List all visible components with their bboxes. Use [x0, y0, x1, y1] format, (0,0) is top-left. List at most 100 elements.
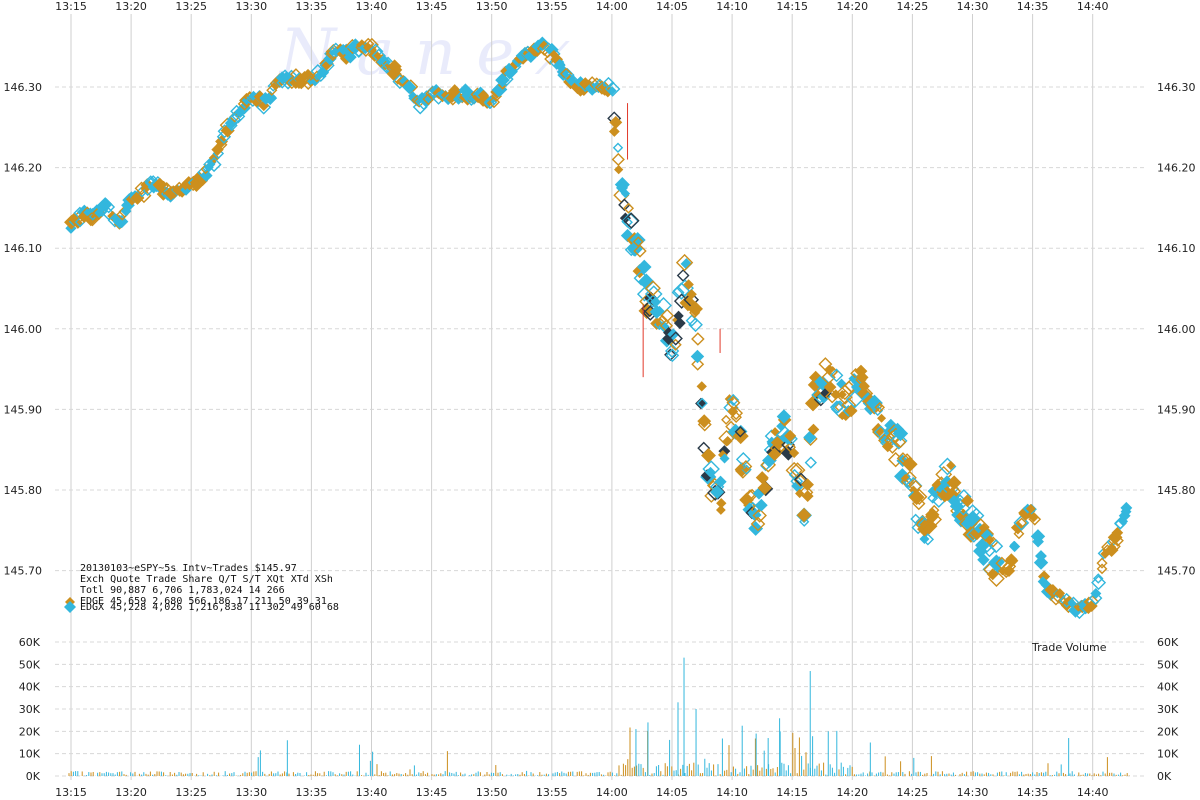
price-marker — [675, 253, 694, 272]
price-marker — [264, 91, 277, 103]
price-marker — [364, 37, 379, 52]
price-tick-label-right: 145.90 — [1157, 403, 1196, 416]
price-marker — [796, 507, 812, 523]
x-tick-label-bottom: 14:30 — [957, 786, 989, 799]
volume-tick-label-left: 20K — [19, 725, 41, 738]
price-marker — [697, 414, 712, 429]
price-marker — [1096, 557, 1108, 569]
price-marker — [387, 59, 402, 74]
price-markers-layer — [64, 36, 1133, 620]
price-marker — [686, 289, 697, 300]
price-marker — [1091, 575, 1107, 591]
price-marker — [665, 348, 680, 363]
price-marker — [718, 429, 735, 447]
x-tick-label-top: 14:30 — [957, 0, 989, 13]
price-marker — [1032, 535, 1044, 548]
x-tick-label-bottom: 13:35 — [296, 786, 328, 799]
stats-row-edgx: EDGX 45,228 4,026 1,216,838 11 302 49 60… — [80, 602, 339, 613]
x-tick-label-top: 14:00 — [596, 0, 628, 13]
price-marker — [799, 516, 810, 527]
price-marker — [620, 188, 631, 199]
price-marker — [627, 240, 643, 257]
x-tick-label-bottom: 13:55 — [536, 786, 568, 799]
price-marker — [912, 496, 926, 511]
price-marker — [637, 259, 652, 275]
price-marker — [673, 310, 684, 321]
price-marker — [607, 86, 617, 96]
price-tick-label-right: 145.70 — [1157, 565, 1196, 578]
price-marker — [1035, 550, 1047, 562]
price-marker — [623, 212, 640, 229]
price-tick-label-right: 146.30 — [1157, 81, 1196, 94]
volume-tick-label-right: 0K — [1157, 770, 1172, 783]
price-marker — [804, 456, 817, 469]
price-marker — [691, 357, 705, 371]
price-marker — [1013, 528, 1025, 540]
price-marker — [790, 474, 804, 488]
price-marker — [837, 389, 853, 405]
price-marker — [696, 397, 708, 409]
price-marker — [136, 188, 152, 204]
price-marker — [158, 180, 169, 192]
grid-layer — [55, 14, 1145, 780]
price-marker — [633, 244, 647, 258]
x-tick-label-top: 13:55 — [536, 0, 568, 13]
price-tick-label-right: 146.00 — [1157, 323, 1196, 336]
price-marker — [739, 460, 753, 473]
price-marker — [622, 202, 635, 214]
x-tick-label-top: 13:40 — [356, 0, 388, 13]
x-tick-label-top: 14:35 — [1017, 0, 1049, 13]
price-marker — [926, 511, 942, 528]
x-tick-label-bottom: 14:20 — [836, 786, 868, 799]
price-marker — [672, 282, 691, 300]
price-marker — [557, 69, 570, 82]
price-marker — [727, 393, 740, 406]
price-marker — [988, 570, 1005, 588]
price-tick-label-right: 145.80 — [1157, 484, 1196, 497]
volume-tick-label-left: 10K — [19, 748, 41, 761]
price-tick-label-right: 146.20 — [1157, 162, 1196, 175]
price-marker — [701, 448, 716, 464]
volume-tick-label-left: 30K — [19, 703, 41, 716]
x-tick-label-bottom: 14:05 — [656, 786, 688, 799]
price-marker — [872, 425, 885, 439]
price-marker — [612, 142, 624, 153]
x-tick-label-top: 14:15 — [776, 0, 808, 13]
stats-table: 20130103~eSPY~5s Intv~Trades $145.97 Exc… — [64, 563, 339, 613]
price-marker — [919, 534, 930, 544]
price-marker — [1093, 573, 1104, 584]
price-marker — [845, 390, 864, 409]
price-marker — [1025, 503, 1036, 514]
price-marker — [691, 332, 705, 346]
price-marker — [928, 504, 940, 516]
price-marker — [1111, 526, 1124, 539]
volume-tick-label-left: 60K — [19, 636, 41, 649]
price-marker — [206, 157, 222, 173]
axis-labels-layer: 13:15 13:15 13:20 13:20 13:25 13:25 13:30 13:30… — [4, 0, 1196, 799]
price-marker — [770, 427, 780, 437]
price-marker — [892, 425, 909, 442]
price-marker — [793, 474, 807, 488]
price-marker — [874, 402, 886, 413]
volume-tick-label-right: 50K — [1157, 658, 1179, 671]
price-marker — [1085, 594, 1100, 609]
price-marker — [1054, 588, 1066, 599]
price-marker — [1120, 506, 1132, 518]
price-tick-label-left: 146.00 — [4, 323, 43, 336]
price-marker — [688, 317, 703, 333]
volume-tick-label-right: 20K — [1157, 725, 1179, 738]
x-tick-label-top: 14:20 — [836, 0, 868, 13]
price-marker — [721, 414, 732, 425]
price-marker — [961, 494, 974, 508]
price-marker — [1096, 563, 1108, 575]
x-tick-label-top: 13:25 — [175, 0, 207, 13]
price-marker — [1033, 555, 1049, 570]
price-marker — [795, 488, 805, 499]
price-marker — [807, 423, 820, 436]
price-tick-label-left: 146.30 — [4, 81, 43, 94]
price-marker — [735, 451, 751, 467]
price-marker — [690, 349, 705, 364]
price-marker — [696, 381, 707, 392]
stats-row-edge: EDGE 45,659 2,680 566,186 17 211 50 39 3… — [80, 596, 327, 607]
